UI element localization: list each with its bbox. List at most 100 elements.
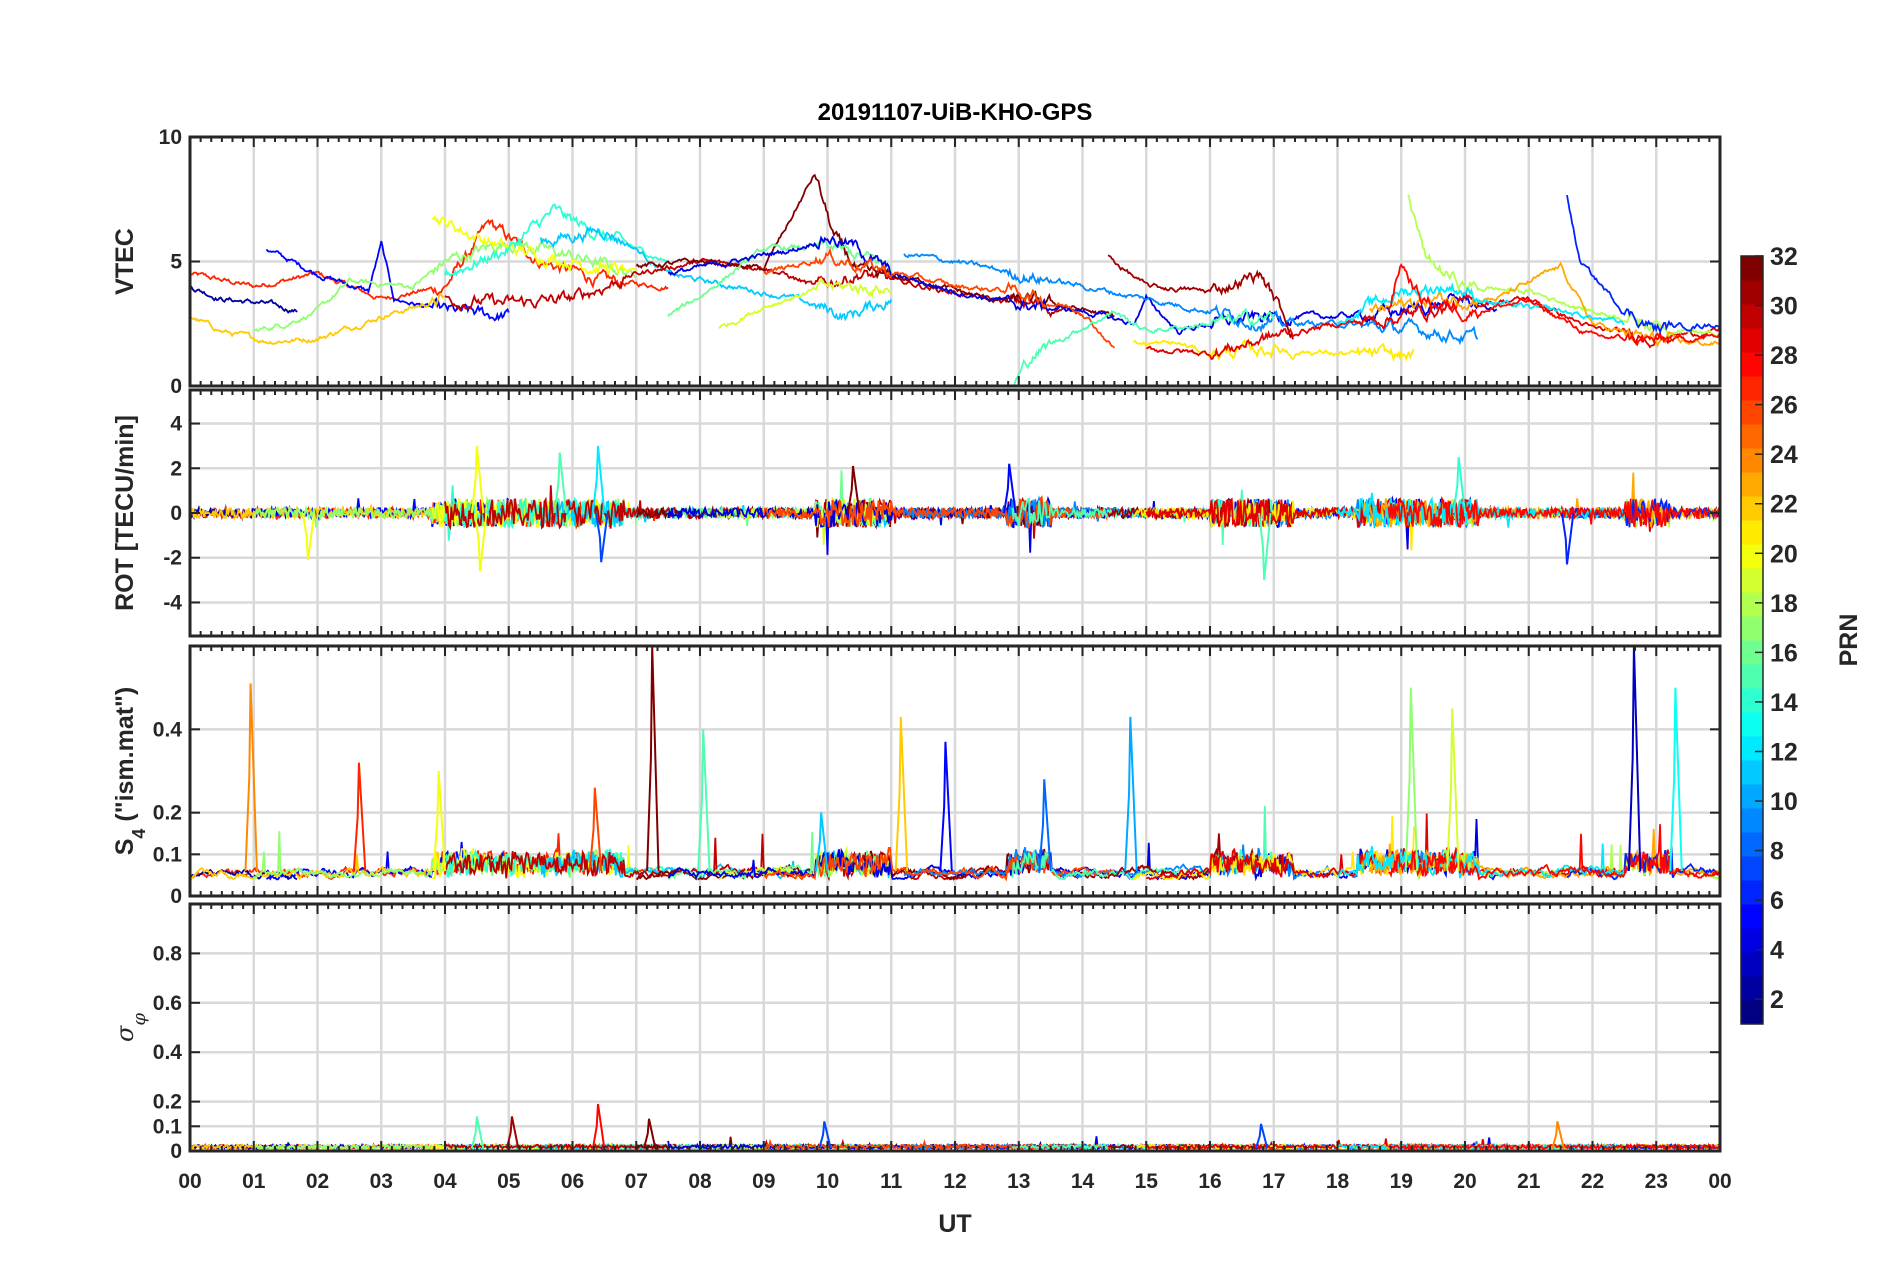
colorbar-tick-label: 28 bbox=[1770, 342, 1798, 370]
series-line-prn-28 bbox=[1388, 824, 1720, 881]
colorbar-segment bbox=[1741, 760, 1763, 785]
y-tick-label: 0.1 bbox=[153, 1115, 183, 1138]
chart-title: 20191107-UiB-KHO-GPS bbox=[818, 99, 1093, 126]
y-tick-label: 0 bbox=[170, 502, 182, 525]
spike-mark bbox=[646, 646, 660, 872]
x-tick-label: 18 bbox=[1326, 1170, 1350, 1193]
colorbar-segment bbox=[1741, 688, 1763, 713]
y-tick-label: 10 bbox=[159, 126, 182, 149]
series-line-prn-17 bbox=[253, 239, 637, 333]
colorbar-segment bbox=[1741, 1000, 1763, 1025]
colorbar-tick-label: 2 bbox=[1770, 986, 1784, 1014]
colorbar-segment bbox=[1741, 880, 1763, 905]
y-label-rest: ("ism.mat") bbox=[111, 687, 139, 829]
series-line-prn-9 bbox=[903, 253, 1479, 346]
x-tick-label: 19 bbox=[1390, 1170, 1413, 1193]
colorbar-tick-label: 10 bbox=[1770, 788, 1798, 816]
colorbar-segment bbox=[1741, 736, 1763, 761]
series-line-prn-26 bbox=[763, 247, 1116, 349]
x-tick-label: 09 bbox=[752, 1170, 775, 1193]
spike-mark bbox=[301, 512, 316, 561]
x-tick-label: 17 bbox=[1262, 1170, 1285, 1193]
colorbar-segment bbox=[1741, 808, 1763, 833]
x-tick-label: 02 bbox=[306, 1170, 329, 1193]
colorbar-box bbox=[1740, 255, 1764, 1025]
x-tick-label: 11 bbox=[880, 1170, 903, 1193]
spike-mark bbox=[1404, 687, 1419, 872]
colorbar-segment bbox=[1741, 832, 1763, 857]
spike-mark bbox=[1124, 716, 1138, 872]
y-tick-label: 0.1 bbox=[153, 843, 183, 866]
colorbar-segment bbox=[1741, 544, 1763, 569]
x-tick-label: 21 bbox=[1517, 1170, 1541, 1193]
spike-mark bbox=[1627, 646, 1642, 872]
y-label-subscript: 4 bbox=[129, 829, 149, 839]
series-line-prn-12 bbox=[1337, 843, 1626, 879]
y-tick-label: 0.6 bbox=[153, 992, 182, 1015]
series-group bbox=[190, 445, 1720, 581]
series-line-prn-28 bbox=[1387, 495, 1720, 529]
y-tick-label: 0.4 bbox=[153, 1041, 183, 1064]
x-tick-label: 20 bbox=[1453, 1170, 1476, 1193]
spike-mark bbox=[1038, 779, 1052, 872]
series-group bbox=[190, 1103, 1720, 1151]
series-line-prn-12 bbox=[1336, 281, 1625, 326]
colorbar-segment bbox=[1741, 640, 1763, 665]
colorbar-segment bbox=[1741, 976, 1763, 1001]
x-tick-label: 15 bbox=[1135, 1170, 1159, 1193]
series-group bbox=[190, 173, 1720, 386]
colorbar-segment bbox=[1741, 856, 1763, 881]
x-tick-label: 06 bbox=[561, 1170, 584, 1193]
y-tick-label: 0 bbox=[170, 885, 182, 908]
spike-mark bbox=[815, 812, 829, 872]
panel-sigma: 00.10.2 0.4 0.6 0.8 σφ bbox=[111, 902, 1722, 1163]
series-line-prn-31 bbox=[1107, 254, 1294, 340]
y-axis-label: ROT [TECU/min] bbox=[111, 415, 139, 611]
spike-mark bbox=[470, 1116, 485, 1149]
series-line-prn-2 bbox=[190, 284, 298, 314]
colorbar-segment bbox=[1741, 328, 1763, 353]
colorbar-tick-label: 20 bbox=[1770, 540, 1798, 568]
panel-s4: 00.10.20.4S4 ("ism.mat") bbox=[111, 644, 1722, 908]
y-axis-label: S4 ("ism.mat") bbox=[111, 687, 149, 856]
series-line-prn-16 bbox=[667, 237, 893, 317]
x-tick-label: 12 bbox=[943, 1170, 966, 1193]
x-axis-label: UT bbox=[938, 1210, 971, 1238]
x-tick-label: 03 bbox=[370, 1170, 393, 1193]
panel-vtec: 0 5 10 VTEC bbox=[111, 126, 1722, 398]
colorbar-segment bbox=[1741, 304, 1763, 329]
spike-mark bbox=[432, 770, 446, 872]
colorbar-segment bbox=[1741, 616, 1763, 641]
y-tick-label: 5 bbox=[170, 251, 182, 274]
y-label-subscript: φ bbox=[129, 1013, 150, 1026]
colorbar-segment bbox=[1741, 280, 1763, 305]
spike-mark bbox=[1003, 463, 1017, 514]
colorbar-segment bbox=[1741, 424, 1763, 449]
x-tick-label: 22 bbox=[1581, 1170, 1604, 1193]
colorbar-segment bbox=[1741, 568, 1763, 593]
spike-mark bbox=[642, 1118, 657, 1149]
series-line-prn-29 bbox=[1146, 292, 1720, 360]
spike-mark bbox=[1452, 456, 1466, 514]
series-line-prn-11 bbox=[539, 225, 893, 322]
x-tick-label: 08 bbox=[688, 1170, 712, 1193]
x-tick-label: 10 bbox=[816, 1170, 839, 1193]
colorbar-tick-label: 14 bbox=[1770, 689, 1798, 717]
spike-mark bbox=[818, 1121, 832, 1149]
spike-mark bbox=[894, 716, 909, 872]
y-axis-label: σφ bbox=[111, 1013, 150, 1042]
series-line-prn-14 bbox=[444, 203, 669, 277]
series-line-prn-27 bbox=[190, 218, 669, 302]
spike-mark bbox=[244, 683, 258, 872]
y-tick-label: -2 bbox=[163, 547, 182, 570]
spike-mark bbox=[352, 762, 367, 872]
colorbar-tick-label: 16 bbox=[1770, 639, 1798, 667]
spike-mark bbox=[473, 512, 488, 572]
spike-mark bbox=[1258, 512, 1272, 581]
series-line-prn-32 bbox=[635, 173, 1115, 318]
spike-mark bbox=[553, 452, 568, 514]
series-line-prn-28 bbox=[1387, 263, 1720, 347]
y-tick-label: 4 bbox=[170, 413, 182, 436]
series-line-prn-20 bbox=[431, 214, 637, 276]
